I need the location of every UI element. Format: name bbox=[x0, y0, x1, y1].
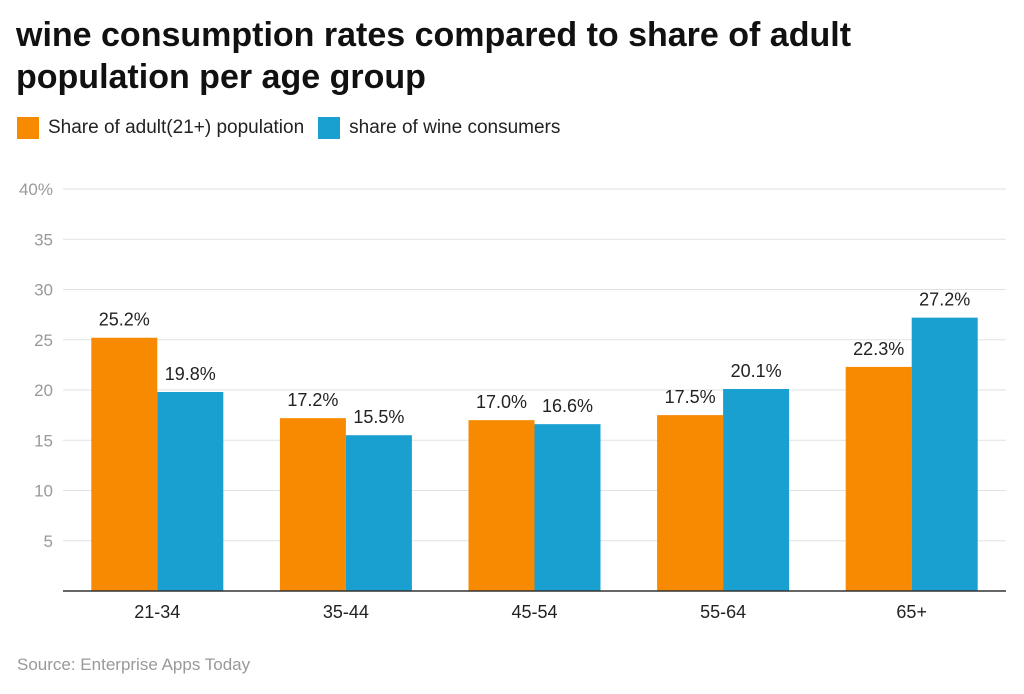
x-tick-label: 55-64 bbox=[700, 602, 746, 622]
bar-wine-consumers bbox=[911, 317, 978, 591]
data-label: 25.2% bbox=[99, 310, 150, 330]
data-label: 22.3% bbox=[853, 339, 904, 359]
data-label: 19.8% bbox=[165, 364, 216, 384]
data-label: 20.1% bbox=[731, 361, 782, 381]
data-label: 15.5% bbox=[353, 407, 404, 427]
y-tick-label: 5 bbox=[44, 532, 53, 551]
x-tick-label: 65+ bbox=[896, 602, 927, 622]
legend-swatch-adult-population bbox=[17, 117, 39, 139]
bar-adult-population bbox=[657, 415, 724, 591]
y-tick-label: 15 bbox=[34, 431, 53, 450]
bar-chart: 5 10 15 20 25 30 35 40% 25.2% 19.8% 21-34 17.2% 15.5… bbox=[19, 180, 1006, 622]
legend-label-wine-consumers: share of wine consumers bbox=[349, 117, 561, 138]
bar-wine-consumers bbox=[157, 392, 224, 591]
bar-adult-population bbox=[279, 418, 346, 591]
y-tick-label: 25 bbox=[34, 331, 53, 350]
source-note: Source: Enterprise Apps Today bbox=[17, 655, 251, 674]
y-tick-label: 30 bbox=[34, 281, 53, 300]
data-label: 17.2% bbox=[287, 390, 338, 410]
x-tick-label: 35-44 bbox=[323, 602, 369, 622]
y-tick-label: 10 bbox=[34, 482, 53, 501]
bar-wine-consumers bbox=[534, 424, 601, 591]
legend-item-adult-population: Share of adult(21+) population bbox=[17, 117, 304, 139]
y-tick-label: 20 bbox=[34, 381, 53, 400]
bar-adult-population bbox=[468, 420, 535, 591]
bar-adult-population bbox=[845, 366, 912, 591]
data-label: 16.6% bbox=[542, 396, 593, 416]
bar-adult-population bbox=[91, 337, 158, 591]
bar-wine-consumers bbox=[345, 435, 412, 591]
y-tick-label: 35 bbox=[34, 230, 53, 249]
x-tick-label: 21-34 bbox=[134, 602, 180, 622]
legend: Share of adult(21+) population share of … bbox=[17, 117, 574, 139]
data-label: 17.5% bbox=[665, 387, 716, 407]
bar-wine-consumers bbox=[723, 388, 790, 591]
y-tick-label: 40% bbox=[19, 180, 53, 199]
data-label: 27.2% bbox=[919, 290, 970, 310]
x-tick-label: 45-54 bbox=[511, 602, 557, 622]
legend-label-adult-population: Share of adult(21+) population bbox=[48, 117, 305, 138]
data-label: 17.0% bbox=[476, 392, 527, 412]
legend-swatch-wine-consumers bbox=[318, 117, 341, 139]
legend-item-wine-consumers: share of wine consumers bbox=[318, 117, 560, 139]
chart-title: wine consumption rates compared to share… bbox=[16, 16, 852, 96]
